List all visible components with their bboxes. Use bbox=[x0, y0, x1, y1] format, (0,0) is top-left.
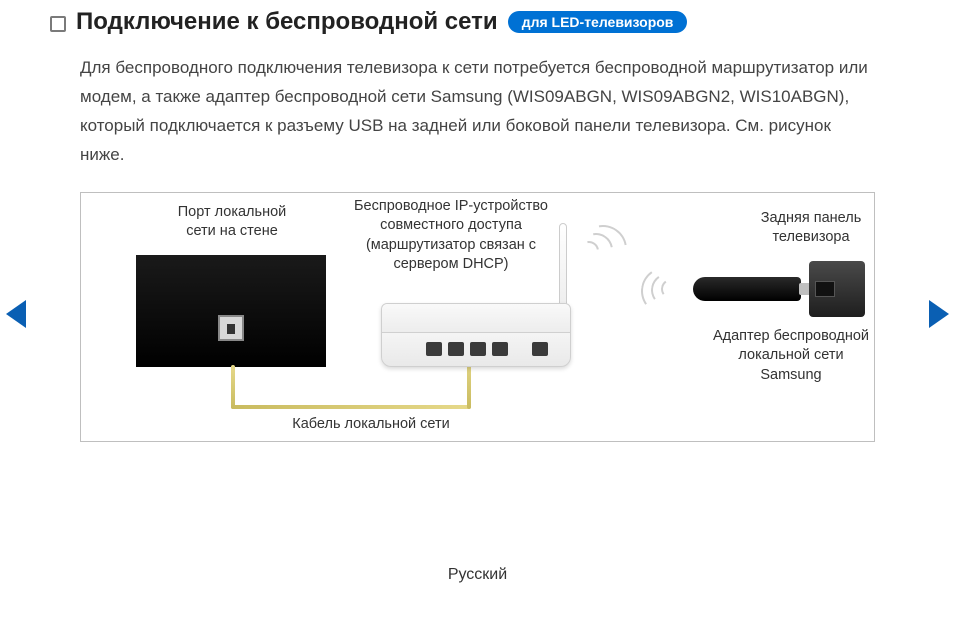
lan-cable-label: Кабель локальной сети bbox=[261, 415, 481, 435]
wifi-signal-icon bbox=[579, 223, 629, 273]
square-bullet-icon bbox=[50, 16, 66, 32]
page-language-footer: Русский bbox=[0, 566, 955, 584]
tv-back-label: Задняя панельтелевизора bbox=[731, 209, 891, 248]
lan-jack-icon bbox=[218, 315, 244, 341]
tv-back-panel-graphic bbox=[809, 261, 865, 317]
connection-diagram: Порт локальнойсети на стене Беспроводное… bbox=[80, 192, 875, 442]
prev-page-arrow[interactable] bbox=[6, 300, 26, 328]
wall-port-label: Порт локальнойсети на стене bbox=[167, 203, 297, 242]
usb-wlan-adapter-graphic bbox=[693, 277, 801, 301]
section-heading-row: Подключение к беспроводной сети для LED-… bbox=[50, 8, 895, 36]
router-lan-ports-icon bbox=[426, 342, 508, 356]
section-heading: Подключение к беспроводной сети bbox=[76, 8, 498, 36]
led-tv-badge: для LED-телевизоров bbox=[508, 11, 688, 33]
next-page-arrow[interactable] bbox=[929, 300, 949, 328]
adapter-label: Адаптер беспроводнойлокальной сетиSamsun… bbox=[691, 327, 891, 386]
wifi-signal-icon bbox=[639, 265, 689, 315]
wall-port-graphic bbox=[136, 255, 326, 367]
lan-cable-segment bbox=[231, 405, 471, 409]
wireless-router-graphic bbox=[381, 303, 571, 367]
lan-cable-segment bbox=[231, 365, 235, 409]
router-wan-port-icon bbox=[532, 342, 548, 356]
body-paragraph: Для беспроводного подключения телевизора… bbox=[80, 54, 875, 170]
router-label: Беспроводное IP-устройствосовместного до… bbox=[321, 197, 581, 275]
